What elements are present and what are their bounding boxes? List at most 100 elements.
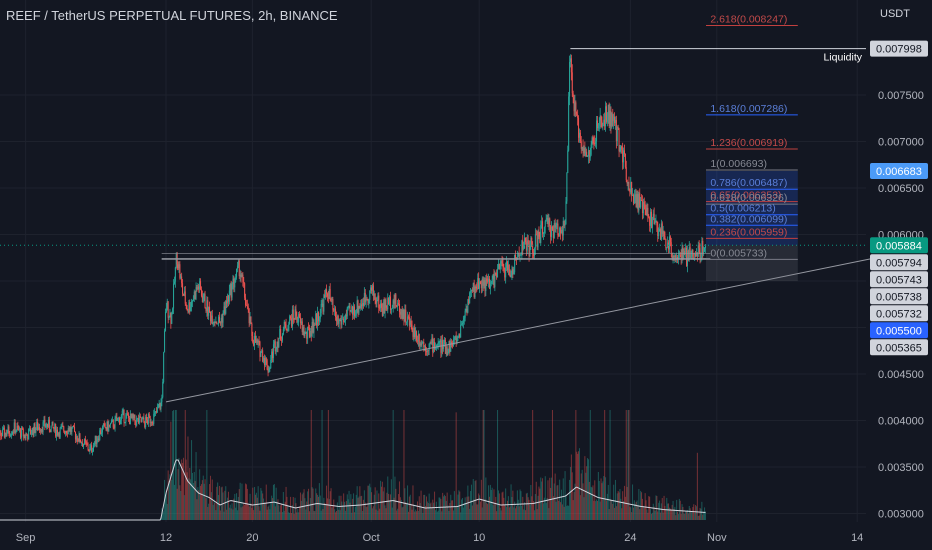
candle-body — [173, 281, 175, 284]
candle-body — [696, 252, 698, 257]
trendline — [165, 254, 890, 403]
candle-body — [366, 298, 368, 300]
candle-body — [632, 195, 634, 204]
volume-bar — [556, 485, 558, 520]
volume-bar — [497, 490, 499, 520]
candle-body — [189, 302, 191, 311]
candle-body — [375, 300, 377, 304]
volume-bar — [698, 515, 700, 520]
candle-body — [691, 249, 693, 257]
candle-body — [248, 308, 250, 324]
volume-bar — [564, 471, 566, 520]
volume-bar — [505, 488, 507, 520]
volume-bar — [614, 507, 616, 520]
candle-body — [8, 426, 10, 435]
candle-body — [593, 142, 595, 144]
candle-body — [623, 150, 625, 155]
volume-bar — [173, 484, 175, 520]
candle-body — [66, 433, 68, 434]
volume-bar — [381, 481, 383, 520]
candle-body — [110, 420, 112, 424]
candle-body — [296, 315, 298, 323]
candle-body — [328, 289, 330, 299]
candle-body — [559, 228, 561, 236]
volume-bar — [682, 506, 684, 520]
volume-bar — [497, 410, 499, 520]
y-tick-label: 0.007500 — [878, 90, 924, 102]
volume-bar — [548, 508, 550, 520]
candle-body — [362, 303, 364, 307]
candle-body — [232, 278, 234, 284]
candle-body — [637, 194, 639, 211]
candle-body — [596, 120, 598, 142]
volume-bar — [299, 492, 301, 520]
volume-bar — [394, 476, 396, 520]
volume-bar — [362, 499, 364, 520]
price-tag-label: 0.007998 — [876, 44, 922, 56]
volume-bar — [291, 505, 293, 520]
volume-bar — [293, 513, 295, 520]
candle-body — [353, 306, 355, 317]
candle-body — [538, 231, 540, 237]
candle-body — [700, 256, 702, 258]
volume-bar — [609, 410, 611, 520]
volume-bar — [310, 410, 312, 520]
volume-bar — [692, 507, 694, 520]
volume-bar — [269, 509, 271, 520]
candle-body — [481, 278, 483, 288]
candle-body — [622, 149, 624, 163]
volume-bar — [408, 496, 410, 520]
candle-body — [136, 418, 138, 426]
candle-body — [299, 314, 301, 318]
candle-body — [701, 240, 703, 257]
volume-bar — [407, 511, 409, 520]
symbol-title[interactable]: REEF / TetherUS PERPETUAL FUTURES, 2h, B… — [6, 8, 338, 23]
volume-bar — [551, 410, 553, 520]
candle-body — [649, 217, 651, 226]
volume-bar — [490, 490, 492, 520]
candle-body — [339, 319, 341, 321]
volume-bar — [213, 499, 215, 520]
volume-bar — [587, 458, 589, 520]
candle-body — [299, 317, 301, 324]
candle-body — [117, 418, 119, 421]
volume-bar — [449, 503, 451, 520]
volume-bar — [584, 456, 586, 520]
candle-body — [515, 254, 517, 259]
candle-body — [33, 423, 35, 436]
candle-body — [576, 114, 578, 116]
candle-body — [18, 427, 20, 431]
candle-body — [602, 125, 604, 127]
candle-body — [78, 433, 80, 442]
volume-bar — [294, 497, 296, 520]
volume-bar — [606, 493, 608, 520]
candle-body — [381, 307, 383, 316]
candle-body — [314, 324, 316, 326]
candle-body — [215, 321, 217, 323]
volume-bar — [418, 496, 420, 520]
candle-body — [547, 218, 549, 225]
fib-level-label: 0.5(0.006213) — [710, 203, 775, 215]
candle-body — [164, 311, 166, 331]
fib-level-label: 0.382(0.006099) — [710, 213, 787, 225]
candle-body — [32, 427, 34, 436]
volume-bar — [412, 485, 414, 520]
candle-body — [242, 274, 244, 282]
candle-body — [254, 335, 256, 346]
volume-bar — [232, 509, 234, 520]
volume-bar — [420, 490, 422, 520]
candle-body — [143, 417, 145, 422]
candle-body — [177, 264, 179, 269]
candle-body — [58, 432, 60, 438]
candle-body — [521, 240, 523, 255]
candle-body — [235, 277, 237, 283]
volume-bar — [636, 500, 638, 520]
volume-bar — [676, 499, 678, 520]
volume-bar — [446, 492, 448, 520]
candle-body — [139, 415, 141, 418]
candle-body — [587, 156, 589, 157]
candle-body — [529, 246, 531, 257]
candle-body — [566, 172, 568, 202]
